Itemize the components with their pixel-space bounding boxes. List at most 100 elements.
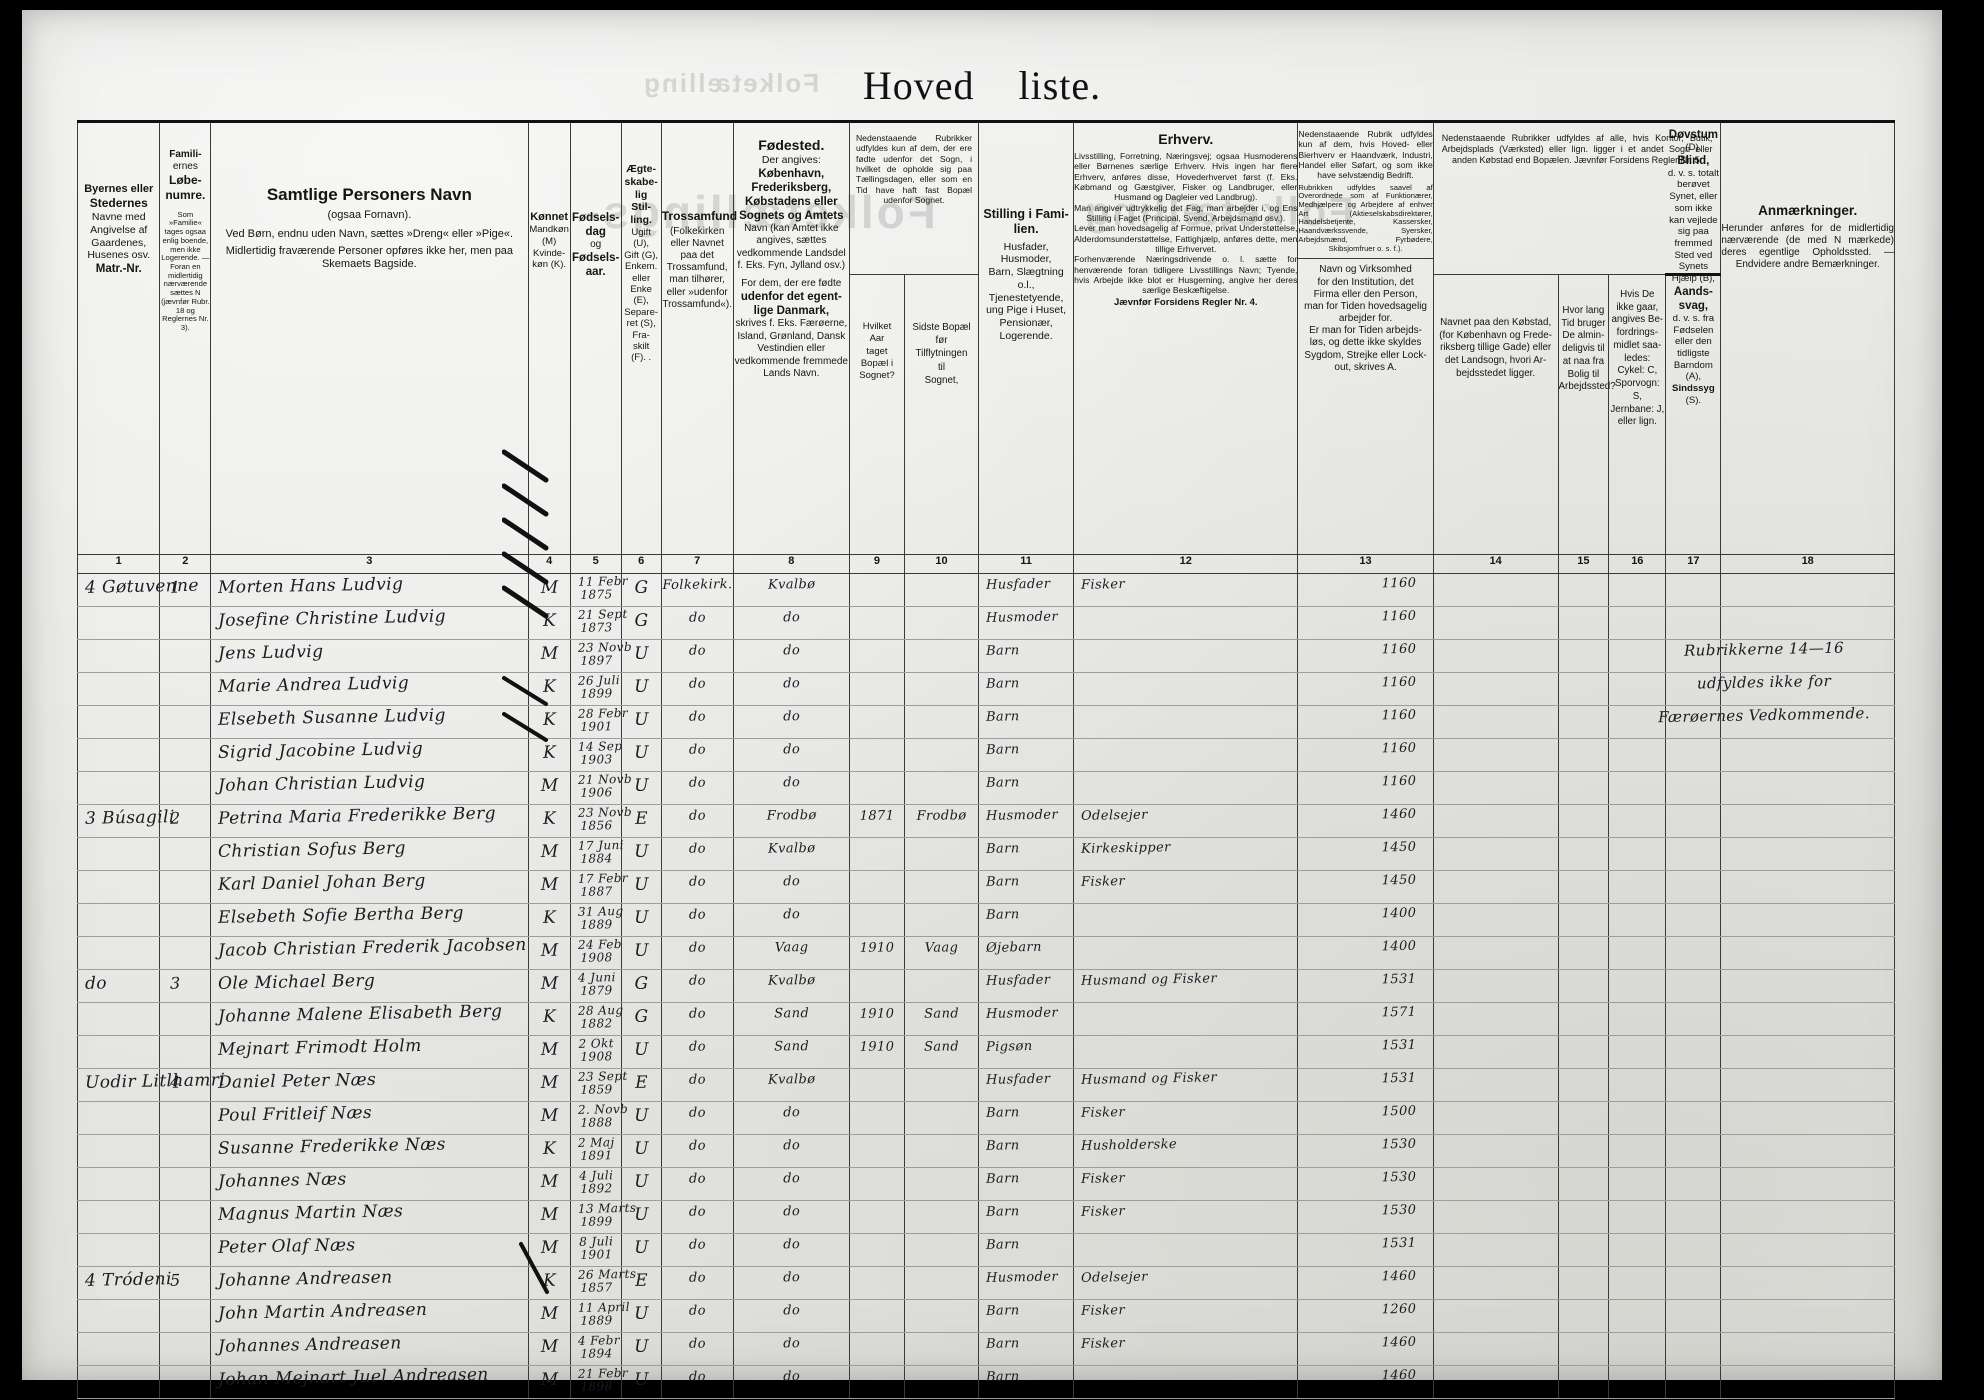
occupation-value: Fisker [1081, 1303, 1126, 1320]
occupation-code-value: 1400 [1381, 906, 1417, 922]
faith-value: do [688, 1006, 706, 1023]
occupation-value: Fisker [1081, 874, 1126, 891]
cell-family-pos: Barn [977, 738, 1075, 773]
faith-value: do [688, 709, 706, 726]
birthplace-value: do [782, 610, 800, 626]
name-value: Marie Andrea Ludvig [218, 673, 410, 698]
faith-value: do [688, 1138, 706, 1155]
family-pos-value: Barn [985, 643, 1020, 660]
sex-value: M [540, 1205, 559, 1226]
hdr13-t8: Sygdom, Strejke eller Lock- [1304, 349, 1427, 361]
cell-family-pos: Barn [977, 1365, 1075, 1400]
marital-value: E [634, 809, 648, 830]
cell-name: Johan Mejnart Juel Andreasen [210, 1365, 529, 1400]
name-value: Magnus Martin Næs [218, 1201, 404, 1226]
cell-occupation [1073, 1233, 1299, 1268]
hdr1-l1: Byernes eller [84, 183, 154, 195]
faith-value: do [688, 775, 706, 792]
birth-date-value: 23 Novb 1897 [577, 640, 632, 668]
cell-sex: K [527, 1002, 571, 1037]
hdr10-l5: Sognet, [924, 374, 959, 386]
cell-blank-16 [1608, 705, 1667, 740]
sex-value: K [542, 809, 556, 830]
cell-last-res [903, 606, 980, 641]
sex-value: K [542, 710, 556, 731]
hdr16-l2: ikke gaar, [1616, 301, 1659, 313]
header-col-2: Famili- ernes Løbe- numre. Som »Familie«… [159, 119, 212, 556]
cell-last-res [903, 672, 980, 707]
hdr13-t2: for den Institution, det [1317, 276, 1414, 288]
cell-famno [159, 1134, 212, 1169]
hdr17-t1: Døvstum [1668, 129, 1718, 141]
cell-year-moved: 1910 [848, 936, 905, 971]
cell-remark [1432, 969, 1559, 1004]
hdr5-l5: aar. [585, 266, 606, 279]
cell-year-moved [848, 672, 905, 707]
cell-remark [1432, 903, 1559, 938]
cell-sex: K [527, 1266, 571, 1301]
cell-birthplace: Kvalbø [732, 969, 850, 1004]
cell-faith: do [660, 969, 734, 1004]
birthplace-value: do [782, 676, 800, 692]
cell-famno [159, 1002, 212, 1037]
hdr11-t1: Stilling i Fami- [983, 207, 1069, 221]
cell-remark: Færøernes Vedkommende. [1432, 705, 1870, 740]
cell-sex: K [527, 606, 571, 641]
cell-faith: do [660, 1332, 734, 1367]
cell-famno: 2 [159, 804, 212, 839]
cell-marital: U [620, 639, 662, 674]
cell-remark: Rubrikkerne 14—16 [1432, 639, 1844, 674]
cell-famno: 5 [159, 1266, 212, 1301]
cell-marital: E [620, 804, 662, 839]
cell-sex: M [527, 1299, 571, 1334]
last-res-value: Frodbø [916, 808, 967, 825]
cell-birthplace: do [732, 771, 850, 806]
hdr6-s1: Ugift [631, 226, 651, 238]
cell-remark [1432, 1101, 1559, 1136]
table-row: Uodir Litlhamri 4 Daniel Peter Næs M 23 Sept… [76, 1068, 1895, 1103]
year-moved-value: 1910 [859, 1006, 895, 1023]
cell-occupation: Husmand og Fisker [1073, 1068, 1299, 1103]
cell-blank-16 [1608, 738, 1667, 773]
cell-blank-18 [1720, 1233, 1895, 1268]
hdr14-17-group-text: Nedenstaaende Rubrikker udfyldes af alle… [1441, 133, 1713, 165]
cell-occupation: Odelsejer [1073, 1266, 1299, 1301]
birthplace-value: do [782, 1369, 800, 1385]
cell-remark [1432, 870, 1559, 905]
name-value: Sigrid Jacobine Ludvig [218, 739, 424, 764]
sex-value: M [540, 974, 559, 995]
place-value: 4 Tródeni [84, 1269, 173, 1292]
name-value: Daniel Peter Næs [218, 1070, 377, 1094]
birthplace-value: do [782, 1270, 800, 1286]
cell-blank-16 [1608, 1101, 1667, 1136]
cell-name: Jacob Christian Frederik Jacobsen [210, 935, 529, 971]
hdr8-l6: Navn (kan Amtet ikke angives, sættes ved… [736, 222, 846, 272]
cell-remark [1432, 1332, 1559, 1367]
cell-family-pos: Barn [977, 1233, 1075, 1268]
hdr2-body: Som »Familie« tages ogsaa enlig boende, … [161, 209, 210, 332]
birth-date-value: 21 Novb 1906 [577, 772, 632, 800]
sex-value: M [540, 875, 559, 896]
cell-blank-17 [1665, 1167, 1722, 1202]
birth-date-value: 4 Juli 1892 [578, 1168, 614, 1196]
cell-marital: G [620, 606, 662, 641]
birthplace-value: Vaag [774, 940, 809, 956]
cell-blank-17 [1665, 804, 1722, 839]
cell-marital: U [620, 837, 662, 872]
hdr13-t9: out, skrives A. [1334, 361, 1397, 373]
header-col-7: Trossamfund (Folkekirken eller Navnet pa… [660, 119, 737, 556]
cell-faith: Folkekirk. [660, 573, 734, 608]
cell-year-moved: 1910 [848, 1035, 905, 1070]
cell-blank-17 [1665, 837, 1722, 872]
family-pos-value: Barn [985, 874, 1020, 891]
birth-date-value: 11 Febr 1875 [577, 574, 628, 602]
cell-faith: do [660, 606, 734, 641]
cell-birthplace: Frodbø [732, 804, 850, 839]
header-group-14-17: Nedenstaaende Rubrikker udfyldes af alle… [1432, 120, 1722, 275]
cell-blank-17 [1665, 969, 1722, 1004]
hdr3-title: Samtlige Personers Navn [266, 185, 472, 204]
family-pos-value: Husfader [985, 577, 1051, 594]
